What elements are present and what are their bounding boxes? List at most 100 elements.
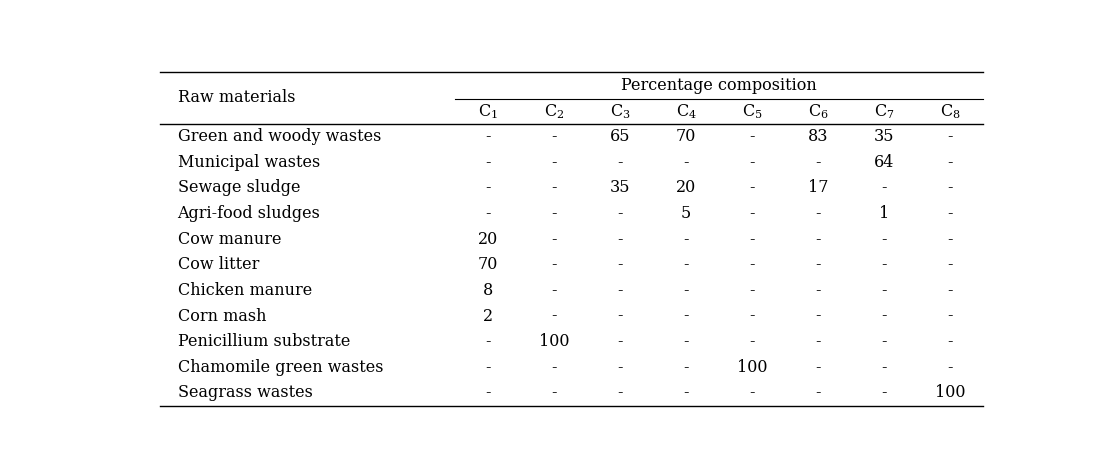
Text: -: -	[881, 308, 887, 324]
Text: -: -	[551, 128, 557, 145]
Text: 70: 70	[676, 128, 696, 145]
Text: $\mathregular{C_7}$: $\mathregular{C_7}$	[875, 102, 894, 121]
Text: $\mathregular{C_5}$: $\mathregular{C_5}$	[742, 102, 763, 121]
Text: -: -	[618, 333, 622, 350]
Text: Raw materials: Raw materials	[177, 89, 294, 106]
Text: Agri-food sludges: Agri-food sludges	[177, 205, 320, 222]
Text: -: -	[618, 205, 622, 222]
Text: 5: 5	[681, 205, 691, 222]
Text: -: -	[618, 256, 622, 273]
Text: -: -	[948, 179, 953, 196]
Text: Municipal wastes: Municipal wastes	[177, 154, 320, 171]
Text: -: -	[816, 333, 821, 350]
Text: -: -	[948, 256, 953, 273]
Text: -: -	[749, 128, 755, 145]
Text: -: -	[683, 359, 689, 376]
Text: -: -	[948, 154, 953, 171]
Text: 35: 35	[875, 128, 894, 145]
Text: -: -	[749, 256, 755, 273]
Text: -: -	[749, 333, 755, 350]
Text: Percentage composition: Percentage composition	[621, 77, 817, 94]
Text: -: -	[551, 231, 557, 247]
Text: -: -	[816, 154, 821, 171]
Text: Green and woody wastes: Green and woody wastes	[177, 128, 381, 145]
Text: Cow litter: Cow litter	[177, 256, 259, 273]
Text: -: -	[881, 384, 887, 401]
Text: -: -	[683, 154, 689, 171]
Text: -: -	[881, 231, 887, 247]
Text: -: -	[618, 308, 622, 324]
Text: -: -	[749, 154, 755, 171]
Text: 83: 83	[808, 128, 828, 145]
Text: -: -	[948, 333, 953, 350]
Text: -: -	[683, 384, 689, 401]
Text: -: -	[749, 179, 755, 196]
Text: -: -	[948, 359, 953, 376]
Text: -: -	[948, 231, 953, 247]
Text: 8: 8	[483, 282, 493, 299]
Text: -: -	[551, 256, 557, 273]
Text: $\mathregular{C_2}$: $\mathregular{C_2}$	[544, 102, 565, 121]
Text: -: -	[485, 205, 490, 222]
Text: $\mathregular{C_1}$: $\mathregular{C_1}$	[478, 102, 498, 121]
Text: -: -	[816, 384, 821, 401]
Text: Sewage sludge: Sewage sludge	[177, 179, 300, 196]
Text: -: -	[485, 359, 490, 376]
Text: -: -	[749, 308, 755, 324]
Text: -: -	[551, 205, 557, 222]
Text: -: -	[816, 231, 821, 247]
Text: -: -	[683, 282, 689, 299]
Text: Chamomile green wastes: Chamomile green wastes	[177, 359, 383, 376]
Text: 20: 20	[477, 231, 498, 247]
Text: -: -	[618, 359, 622, 376]
Text: Penicillium substrate: Penicillium substrate	[177, 333, 350, 350]
Text: -: -	[551, 384, 557, 401]
Text: -: -	[551, 179, 557, 196]
Text: -: -	[618, 154, 622, 171]
Text: -: -	[881, 282, 887, 299]
Text: -: -	[618, 282, 622, 299]
Text: -: -	[881, 333, 887, 350]
Text: -: -	[683, 231, 689, 247]
Text: $\mathregular{C_3}$: $\mathregular{C_3}$	[610, 102, 630, 121]
Text: 2: 2	[483, 308, 493, 324]
Text: -: -	[749, 384, 755, 401]
Text: -: -	[683, 308, 689, 324]
Text: Chicken manure: Chicken manure	[177, 282, 312, 299]
Text: 1: 1	[879, 205, 889, 222]
Text: -: -	[881, 256, 887, 273]
Text: -: -	[485, 154, 490, 171]
Text: 17: 17	[808, 179, 828, 196]
Text: -: -	[816, 282, 821, 299]
Text: -: -	[485, 333, 490, 350]
Text: -: -	[948, 308, 953, 324]
Text: -: -	[816, 359, 821, 376]
Text: 64: 64	[875, 154, 894, 171]
Text: 100: 100	[935, 384, 965, 401]
Text: Corn mash: Corn mash	[177, 308, 266, 324]
Text: -: -	[551, 282, 557, 299]
Text: $\mathregular{C_4}$: $\mathregular{C_4}$	[675, 102, 696, 121]
Text: 20: 20	[676, 179, 696, 196]
Text: 65: 65	[610, 128, 630, 145]
Text: -: -	[948, 205, 953, 222]
Text: -: -	[816, 205, 821, 222]
Text: -: -	[948, 128, 953, 145]
Text: -: -	[618, 384, 622, 401]
Text: Cow manure: Cow manure	[177, 231, 281, 247]
Text: -: -	[551, 308, 557, 324]
Text: -: -	[485, 128, 490, 145]
Text: Seagrass wastes: Seagrass wastes	[177, 384, 312, 401]
Text: $\mathregular{C_6}$: $\mathregular{C_6}$	[808, 102, 828, 121]
Text: 70: 70	[477, 256, 498, 273]
Text: -: -	[749, 205, 755, 222]
Text: $\mathregular{C_8}$: $\mathregular{C_8}$	[940, 102, 961, 121]
Text: -: -	[485, 179, 490, 196]
Text: -: -	[881, 179, 887, 196]
Text: -: -	[948, 282, 953, 299]
Text: -: -	[485, 384, 490, 401]
Text: -: -	[881, 359, 887, 376]
Text: -: -	[683, 256, 689, 273]
Text: -: -	[749, 231, 755, 247]
Text: 100: 100	[539, 333, 569, 350]
